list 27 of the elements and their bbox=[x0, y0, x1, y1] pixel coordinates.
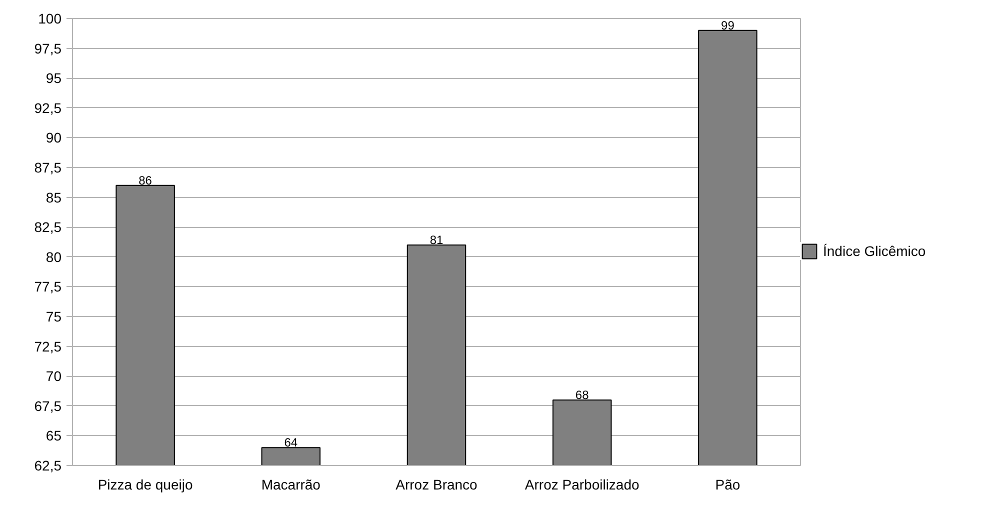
legend-label: Índice Glicêmico bbox=[823, 243, 926, 259]
data-label: 64 bbox=[284, 436, 298, 450]
y-tick-label: 65 bbox=[46, 428, 62, 444]
y-tick-label: 90 bbox=[46, 130, 62, 146]
data-label: 99 bbox=[721, 18, 735, 32]
data-label: 86 bbox=[138, 173, 152, 188]
y-tick-label: 87,5 bbox=[34, 160, 62, 176]
data-label: 68 bbox=[575, 388, 590, 402]
data-label: 81 bbox=[430, 232, 444, 247]
y-tick-label: 75 bbox=[46, 308, 62, 324]
x-tick-label: Arroz Branco bbox=[396, 476, 478, 492]
x-tick-label: Pizza de queijo bbox=[98, 476, 193, 492]
x-tick-label: Arroz Parboilizado bbox=[524, 476, 640, 492]
y-tick-label: 72,5 bbox=[34, 338, 62, 354]
y-tick-label: 92,5 bbox=[34, 100, 62, 116]
y-tick-label: 80 bbox=[46, 248, 62, 265]
y-tick-label: 67,5 bbox=[34, 398, 62, 414]
y-tick-label: 70 bbox=[46, 368, 62, 384]
y-tick-label: 62,5 bbox=[34, 458, 62, 474]
y-tick-label: 82,5 bbox=[34, 219, 62, 236]
x-tick-label: Pão bbox=[715, 476, 740, 492]
y-tick-label: 85 bbox=[46, 189, 62, 206]
y-tick-label: 95 bbox=[46, 70, 62, 86]
y-tick-label: 97,5 bbox=[34, 40, 62, 56]
y-tick-label: 100 bbox=[38, 10, 62, 26]
x-tick-label: Macarrão bbox=[261, 476, 321, 492]
y-tick-label: 77,5 bbox=[34, 278, 62, 295]
